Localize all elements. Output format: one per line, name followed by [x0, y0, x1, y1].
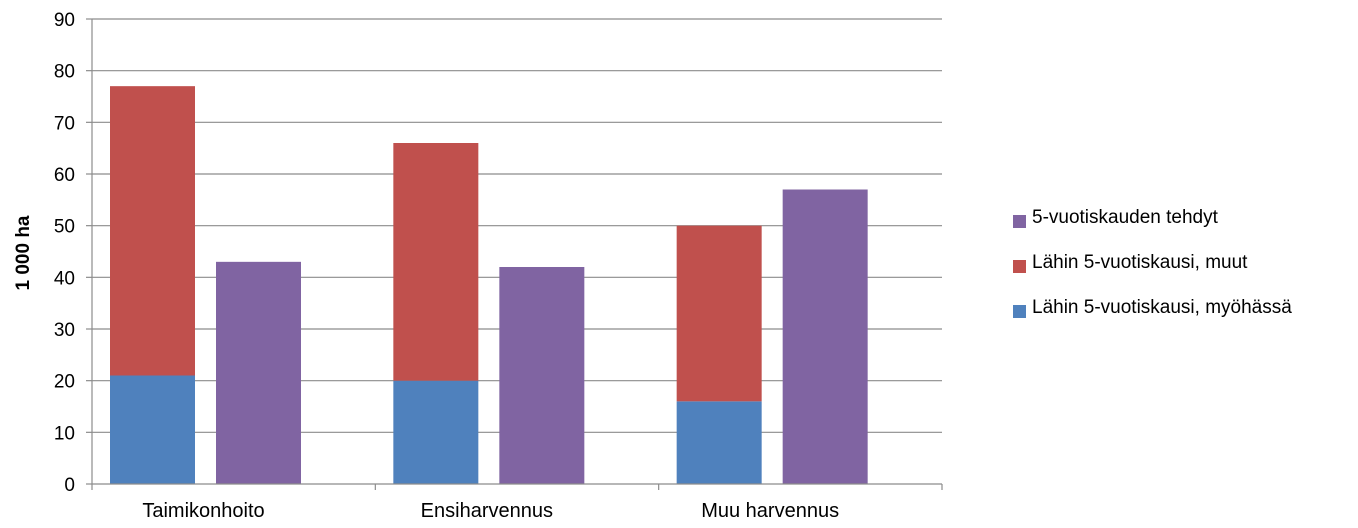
x-category-label: Ensiharvennus — [421, 500, 553, 522]
legend-swatch — [1013, 215, 1026, 228]
legend-label: 5-vuotiskauden tehdyt — [1032, 207, 1219, 228]
y-tick-label: 80 — [54, 62, 75, 83]
legend-swatch — [1013, 260, 1026, 273]
bar-done — [782, 189, 868, 484]
y-tick-label: 20 — [54, 372, 75, 393]
x-category-label: Muu harvennus — [701, 500, 839, 522]
y-tick-label: 40 — [54, 268, 75, 289]
x-category-label: Taimikonhoito — [142, 500, 264, 522]
bar-done — [499, 267, 585, 484]
y-tick-label: 90 — [54, 10, 75, 31]
y-tick-label: 60 — [54, 165, 75, 186]
bar-segment — [393, 143, 479, 381]
y-tick-label: 70 — [54, 113, 75, 134]
legend-label: Lähin 5-vuotiskausi, muut — [1032, 252, 1248, 273]
legend-swatch — [1013, 305, 1026, 318]
legend: 5-vuotiskauden tehdyt Lähin 5-vuotiskausi… — [1013, 207, 1292, 318]
legend-label: Lähin 5-vuotiskausi, myöhässä — [1032, 297, 1292, 318]
bar-segment — [393, 380, 479, 484]
y-axis-title: 1 000 ha — [13, 215, 34, 290]
bar-done — [216, 261, 301, 484]
y-tick-label: 10 — [54, 423, 75, 444]
y-tick-label: 50 — [54, 217, 75, 238]
axis-layer — [86, 18, 943, 490]
bar-layer — [110, 86, 868, 484]
y-tick-label: 0 — [64, 475, 75, 496]
y-tick-label: 30 — [54, 320, 75, 341]
bar-segment — [676, 225, 762, 402]
bar-segment — [676, 401, 762, 484]
label-layer: 0 10 20 30 40 50 60 70 80 90 Taimikonhoito Ensiharv… — [54, 10, 839, 522]
bar-segment — [110, 375, 195, 484]
bar-segment — [110, 86, 195, 376]
